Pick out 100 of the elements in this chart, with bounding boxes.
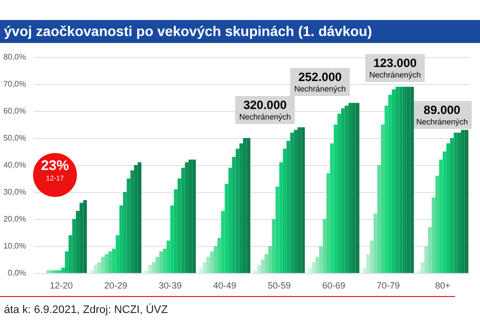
bar: [428, 227, 432, 273]
bar: [123, 192, 127, 273]
bar: [236, 148, 240, 273]
bar: [76, 210, 80, 273]
bar: [156, 256, 160, 273]
annotation: 252.000 Nechránených: [294, 70, 346, 94]
bar: [112, 248, 116, 273]
bar: [97, 262, 102, 273]
bar: [162, 248, 167, 273]
bar: [319, 246, 323, 273]
bar: [334, 124, 338, 273]
annotation: 320.000 Nechránených: [239, 98, 291, 122]
bar: [206, 256, 210, 273]
chart-title: ývoj zaočkovanosti po vekových skupinách (1. dávkou): [0, 20, 480, 43]
bar: [210, 251, 214, 273]
bar: [294, 130, 298, 273]
bar: [174, 189, 178, 273]
y-tick-label: 40,0%: [3, 160, 26, 170]
bar: [315, 256, 320, 273]
bar: [101, 256, 105, 273]
bar: [417, 270, 421, 273]
bar: [239, 143, 244, 273]
x-tick-label: 60-69: [322, 280, 346, 290]
x-tick-label: 80+: [435, 280, 450, 290]
bar: [80, 202, 84, 273]
bar: [424, 246, 428, 273]
bar: [348, 102, 352, 273]
bar: [432, 197, 436, 273]
bar: [257, 264, 261, 273]
x-tick-label: 30-39: [158, 280, 182, 290]
bar: [83, 200, 87, 273]
bar: [344, 106, 348, 273]
y-tick-label: 50,0%: [3, 134, 26, 142]
bar: [366, 254, 370, 273]
y-tick-label: 80,0%: [3, 52, 26, 62]
bar: [119, 206, 124, 273]
bar: [326, 173, 330, 273]
bar: [454, 132, 458, 273]
bar: [90, 270, 94, 273]
bar: [435, 176, 440, 273]
bar: [396, 86, 400, 273]
bar: [108, 251, 112, 273]
bar: [352, 102, 356, 273]
bar: [246, 138, 250, 273]
x-tick-label: 40-49: [213, 280, 236, 290]
bar: [286, 140, 290, 273]
bar: [46, 270, 50, 273]
bar: [181, 168, 185, 273]
bar: [446, 143, 450, 273]
bar: [380, 124, 385, 273]
y-tick-label: 20,0%: [3, 214, 26, 224]
bar: [243, 138, 247, 273]
bar: [217, 238, 222, 273]
bar: [341, 108, 345, 273]
bar: [192, 160, 196, 273]
bar: [439, 160, 443, 273]
bar: [130, 170, 134, 273]
bar: [374, 214, 378, 273]
y-tick-label: 60,0%: [3, 106, 26, 116]
bar: [377, 165, 381, 273]
bar: [232, 156, 236, 273]
annotation: 89.000 Nechránených: [416, 103, 468, 126]
bar: [330, 143, 334, 273]
bar: [166, 240, 170, 273]
bar: [282, 148, 287, 273]
x-tick-label: 50-59: [268, 280, 291, 290]
bar: [457, 132, 462, 273]
bar: [72, 219, 76, 273]
bar: [399, 86, 403, 273]
bar: [148, 264, 152, 273]
bar: [159, 251, 163, 273]
y-tick-label: 70,0%: [3, 80, 26, 88]
annotation: 123.000 Nechránených: [369, 56, 421, 80]
bar: [276, 186, 280, 273]
bar: [356, 102, 360, 273]
bar: [260, 260, 265, 273]
bar: [308, 268, 312, 273]
bar: [464, 130, 468, 273]
bar: [272, 219, 276, 273]
bar: [184, 162, 189, 273]
bar: [322, 219, 326, 273]
bar: [68, 235, 72, 273]
bar: [279, 162, 283, 273]
bar: [116, 235, 120, 273]
bar: [392, 89, 396, 273]
bar: [450, 138, 454, 273]
bar: [188, 160, 192, 273]
bar: [370, 240, 374, 273]
y-tick-label: 10,0%: [3, 242, 26, 250]
bar: [104, 254, 108, 273]
bar: [264, 254, 268, 273]
bar: [337, 114, 342, 273]
x-tick-label: 20-29: [104, 280, 128, 290]
bar: [138, 162, 142, 273]
bar: [312, 262, 316, 273]
bar: [410, 86, 414, 273]
bar: [298, 127, 302, 273]
bar: [202, 262, 206, 273]
bar: [64, 251, 69, 273]
bar: [224, 184, 228, 273]
